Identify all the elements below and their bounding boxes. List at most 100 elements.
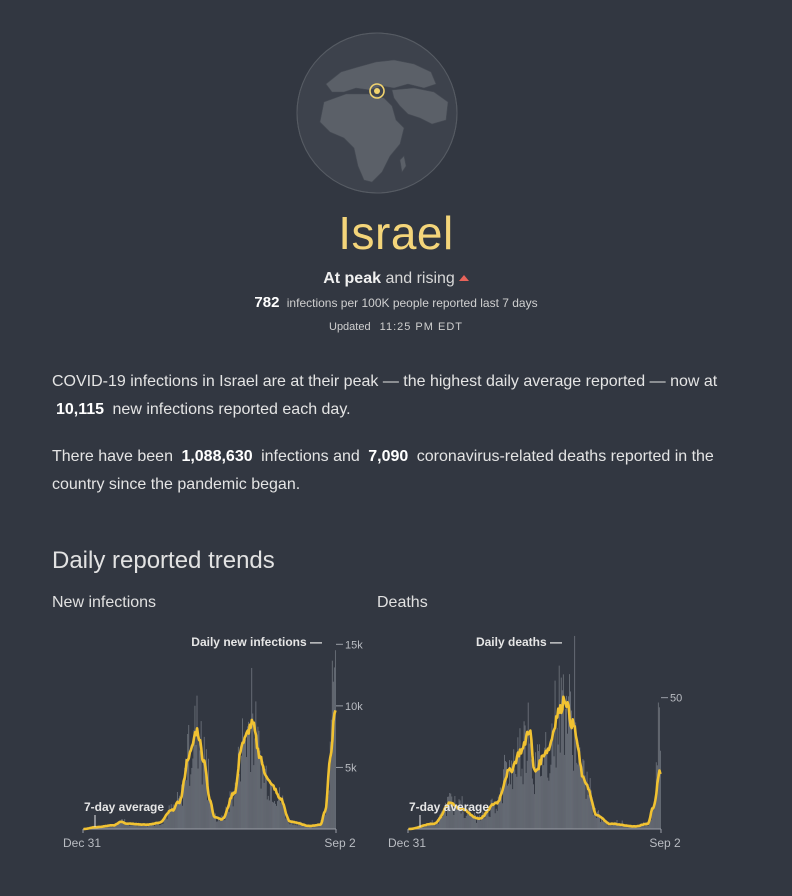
daily-bar bbox=[497, 796, 499, 829]
daily-bar bbox=[226, 812, 228, 829]
daily-bar bbox=[442, 816, 443, 829]
daily-bar bbox=[578, 744, 580, 829]
daily-bar bbox=[198, 738, 200, 829]
daily-bar bbox=[115, 825, 116, 829]
daily-bar bbox=[222, 816, 224, 829]
daily-bar bbox=[150, 823, 151, 829]
daily-bar bbox=[154, 825, 156, 829]
daily-bar bbox=[138, 823, 140, 829]
daily-bar bbox=[182, 805, 183, 829]
country-title: Israel bbox=[338, 207, 454, 259]
daily-bar bbox=[602, 821, 603, 829]
daily-bar bbox=[465, 815, 467, 829]
daily-bar bbox=[122, 819, 124, 829]
daily-bar bbox=[195, 744, 197, 829]
daily-bar bbox=[301, 825, 303, 829]
daily-bar bbox=[129, 825, 131, 829]
daily-bar bbox=[622, 824, 624, 829]
daily-bar bbox=[595, 818, 597, 829]
daily-bar bbox=[491, 798, 493, 829]
daily-bar bbox=[238, 773, 240, 829]
daily-bar bbox=[214, 817, 215, 829]
daily-bar bbox=[309, 827, 310, 829]
daily-bar bbox=[188, 724, 190, 829]
daily-bar bbox=[255, 701, 257, 829]
daily-bar bbox=[506, 762, 507, 829]
daily-bar bbox=[604, 819, 606, 829]
daily-bar bbox=[109, 826, 111, 829]
daily-bar bbox=[582, 759, 584, 829]
daily-bar bbox=[483, 812, 485, 829]
daily-bar bbox=[495, 808, 497, 829]
total-infections-value: 1,088,630 bbox=[181, 448, 253, 465]
daily-bar bbox=[194, 705, 196, 829]
daily-bar bbox=[185, 758, 187, 829]
trend-status: At peak and rising bbox=[0, 270, 792, 288]
daily-bar bbox=[581, 772, 583, 829]
daily-bar bbox=[473, 817, 474, 829]
daily-bar bbox=[155, 823, 157, 829]
daily-bar bbox=[551, 723, 553, 829]
daily-bar bbox=[236, 780, 238, 829]
daily-bar bbox=[141, 824, 143, 829]
daily-bar bbox=[658, 707, 660, 829]
summary-text: There have been bbox=[52, 448, 173, 465]
daily-bar bbox=[201, 784, 203, 829]
daily-bar bbox=[161, 823, 163, 829]
daily-bar bbox=[453, 814, 455, 829]
daily-bar bbox=[126, 824, 128, 829]
daily-bar bbox=[152, 824, 154, 829]
daily-bar bbox=[521, 768, 523, 829]
daily-bar bbox=[422, 826, 424, 829]
daily-bar bbox=[503, 769, 504, 829]
daily-bar bbox=[132, 823, 134, 829]
total-deaths-value: 7,090 bbox=[368, 448, 409, 465]
summary-text: new infections reported each day. bbox=[112, 401, 351, 418]
daily-bar bbox=[189, 785, 191, 829]
daily-bar bbox=[125, 824, 127, 829]
location-marker-icon bbox=[369, 83, 385, 99]
daily-bar bbox=[252, 713, 254, 829]
daily-bar bbox=[444, 807, 445, 829]
daily-bar bbox=[296, 825, 298, 829]
daily-bar bbox=[128, 824, 130, 829]
x-end-label: Sep 2 bbox=[649, 836, 681, 850]
daily-bar bbox=[615, 823, 617, 829]
daily-bar bbox=[510, 784, 512, 829]
daily-bar bbox=[477, 815, 479, 829]
daily-bar bbox=[287, 816, 289, 829]
daily-bar bbox=[608, 821, 610, 829]
daily-bar bbox=[430, 823, 432, 829]
daily-bar bbox=[470, 816, 472, 829]
daily-bar bbox=[603, 820, 604, 829]
daily-bar bbox=[213, 810, 214, 829]
daily-bar bbox=[157, 821, 159, 829]
daily-bar bbox=[646, 822, 648, 829]
summary-text: infections and bbox=[261, 448, 360, 465]
daily-bar bbox=[319, 823, 321, 829]
daily-bar bbox=[217, 821, 219, 829]
daily-bar bbox=[258, 730, 260, 829]
daily-bar bbox=[105, 826, 107, 829]
daily-bar bbox=[183, 784, 184, 829]
daily-bar bbox=[230, 796, 232, 829]
daily-bar bbox=[656, 765, 658, 829]
daily-bar bbox=[312, 827, 314, 829]
daily-bar bbox=[586, 771, 588, 829]
daily-bar bbox=[568, 696, 569, 829]
daily-bar bbox=[599, 814, 600, 829]
daily-bar bbox=[303, 823, 305, 829]
daily-bar bbox=[106, 825, 108, 829]
daily-bar bbox=[623, 826, 625, 829]
daily-bar bbox=[481, 815, 483, 829]
daily-bar bbox=[168, 805, 170, 829]
daily-bar bbox=[274, 801, 275, 829]
daily-bar bbox=[466, 813, 468, 829]
x-end-label: Sep 2 bbox=[324, 836, 356, 850]
daily-bar bbox=[549, 773, 551, 829]
daily-bar bbox=[248, 721, 250, 829]
daily-bar bbox=[625, 826, 627, 829]
daily-bar bbox=[566, 695, 567, 829]
daily-bar bbox=[203, 736, 205, 829]
daily-bar bbox=[474, 812, 475, 829]
